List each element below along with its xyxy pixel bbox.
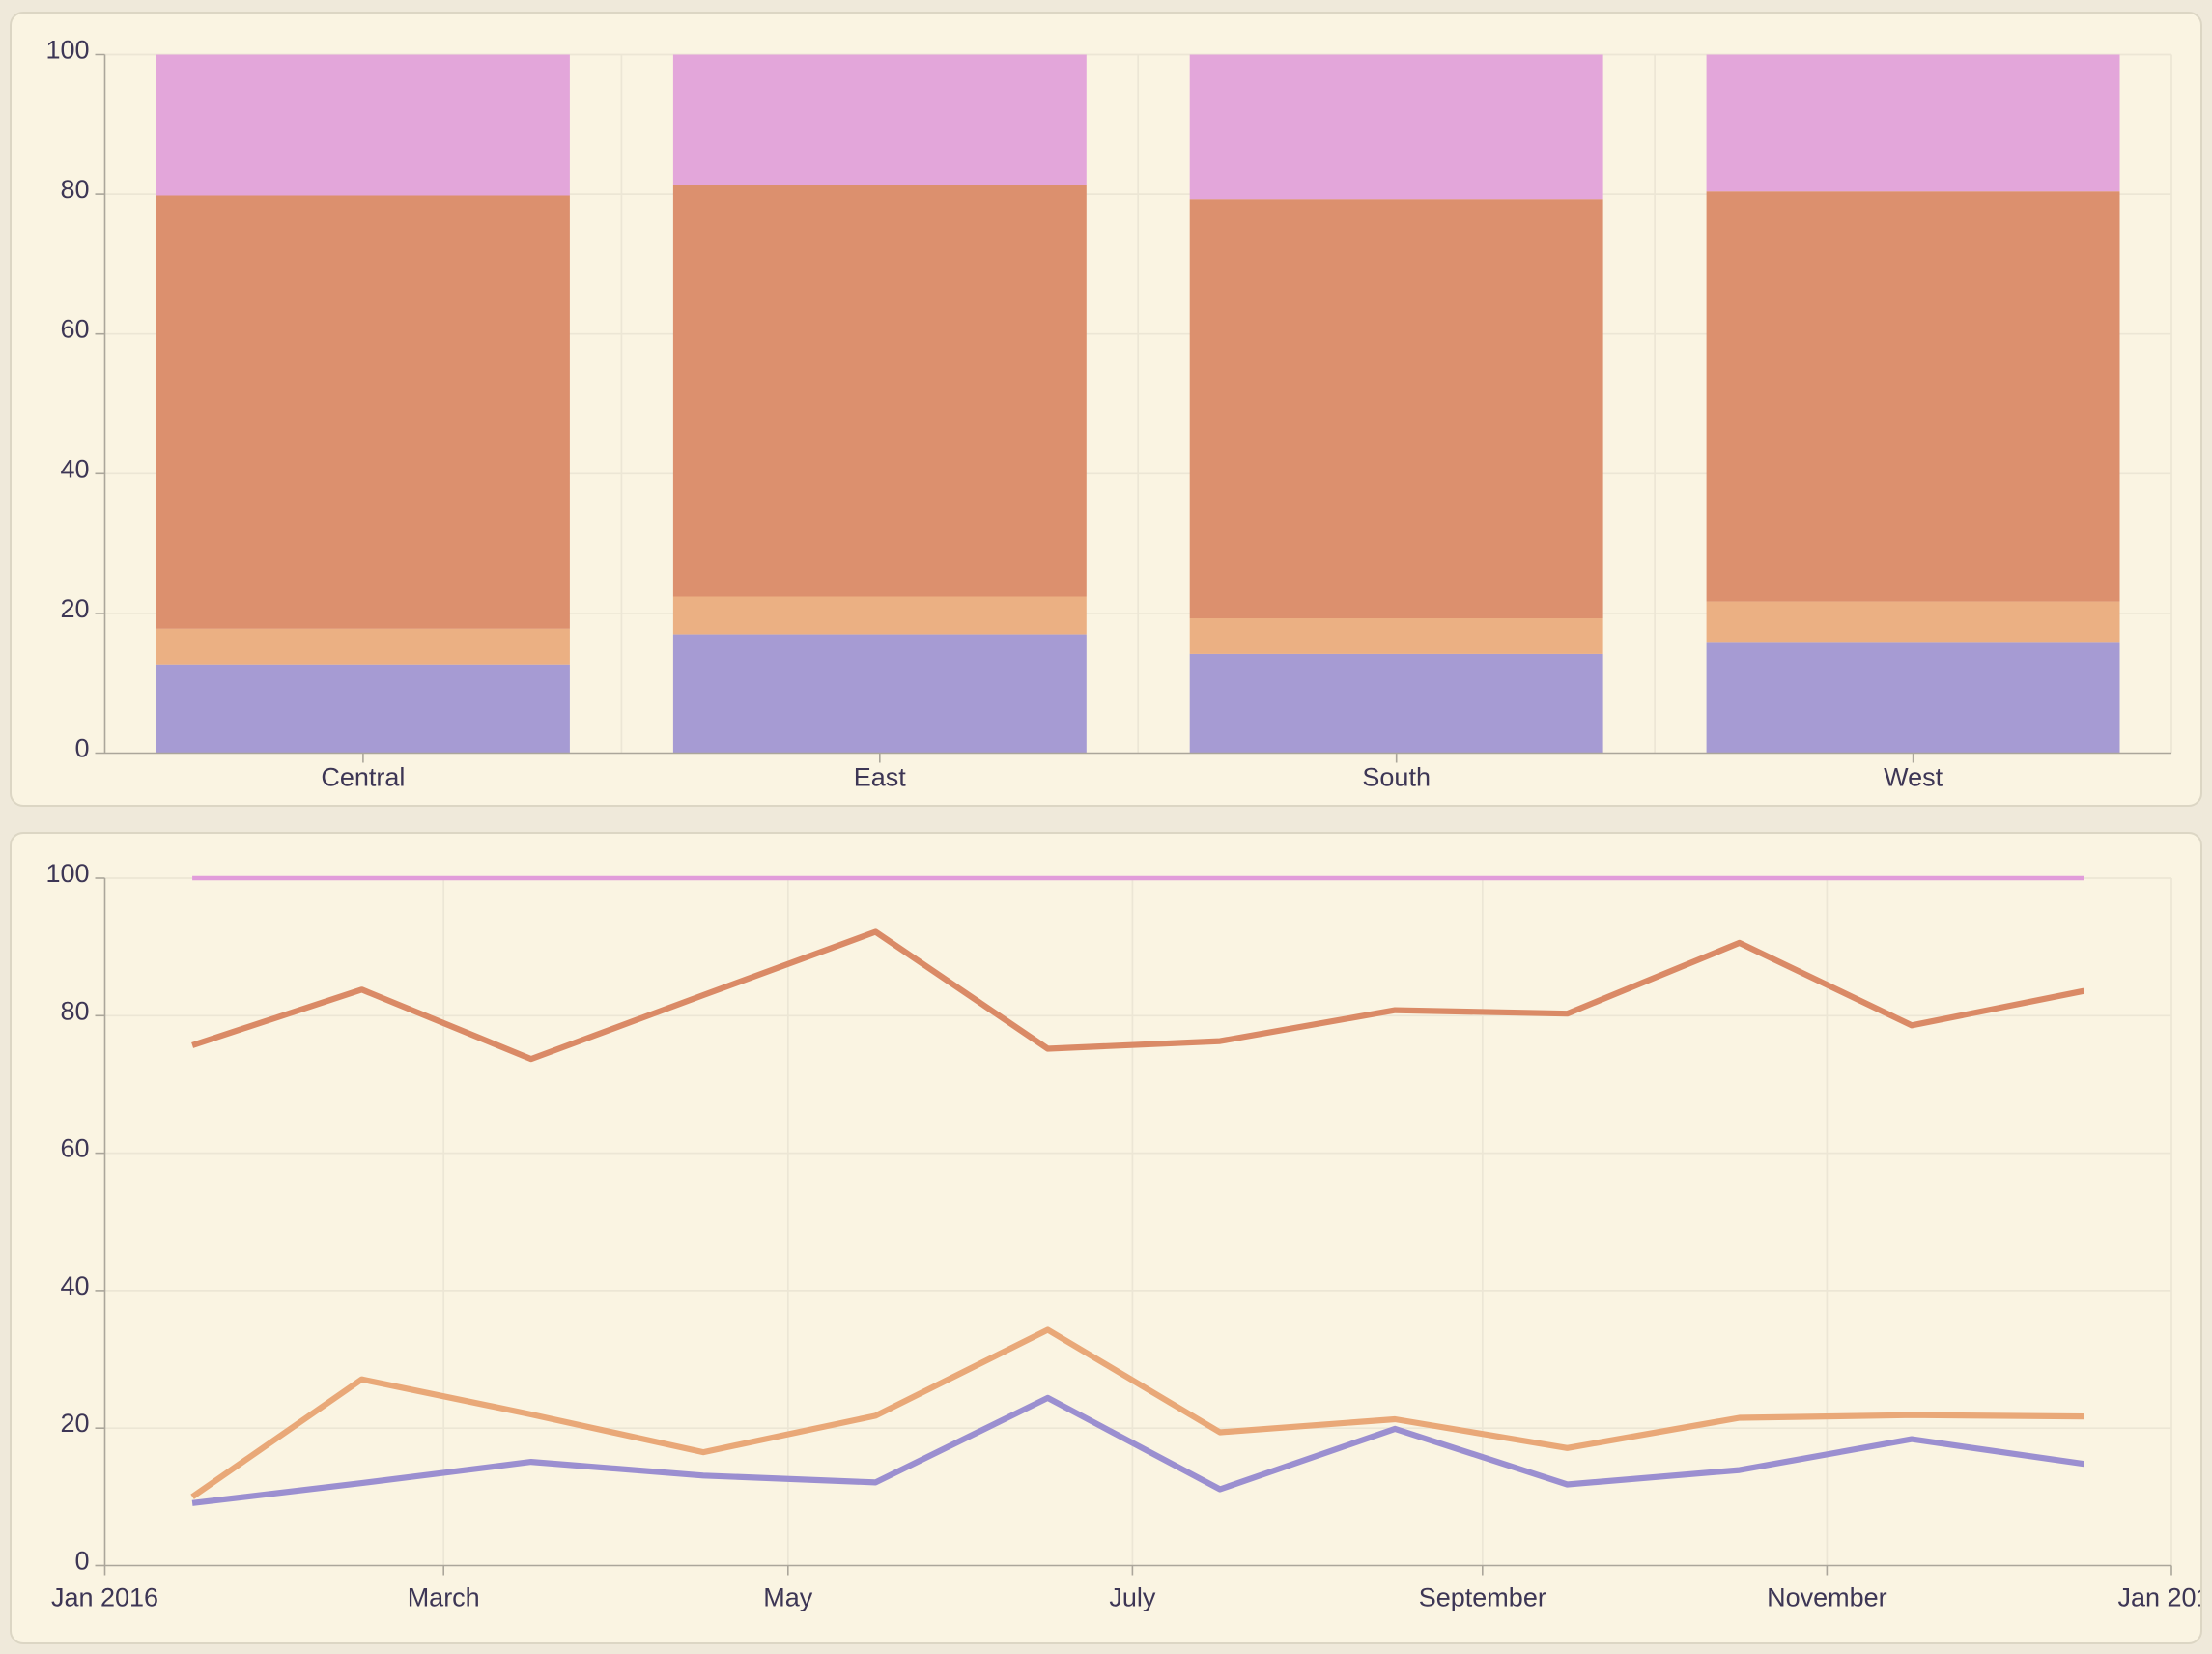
svg-text:100: 100 [45, 36, 89, 65]
svg-text:West: West [1884, 763, 1943, 792]
svg-text:20: 20 [60, 1409, 89, 1438]
svg-text:May: May [763, 1583, 813, 1612]
svg-text:80: 80 [60, 996, 89, 1025]
svg-text:July: July [1109, 1583, 1156, 1612]
svg-text:40: 40 [60, 454, 89, 483]
svg-text:80: 80 [60, 175, 89, 204]
svg-text:South: South [1362, 763, 1431, 792]
svg-text:40: 40 [60, 1271, 89, 1300]
svg-text:March: March [408, 1583, 480, 1612]
svg-text:Central: Central [321, 763, 405, 792]
svg-text:0: 0 [74, 734, 89, 763]
svg-text:September: September [1419, 1583, 1546, 1612]
svg-text:November: November [1767, 1583, 1887, 1612]
svg-text:60: 60 [60, 315, 89, 344]
svg-text:0: 0 [74, 1547, 89, 1576]
svg-text:60: 60 [60, 1134, 89, 1163]
svg-text:Jan 2017: Jan 2017 [2117, 1583, 2200, 1612]
svg-text:Jan 2016: Jan 2016 [51, 1583, 158, 1612]
svg-text:East: East [854, 763, 907, 792]
svg-text:100: 100 [45, 859, 89, 888]
svg-text:20: 20 [60, 594, 89, 623]
